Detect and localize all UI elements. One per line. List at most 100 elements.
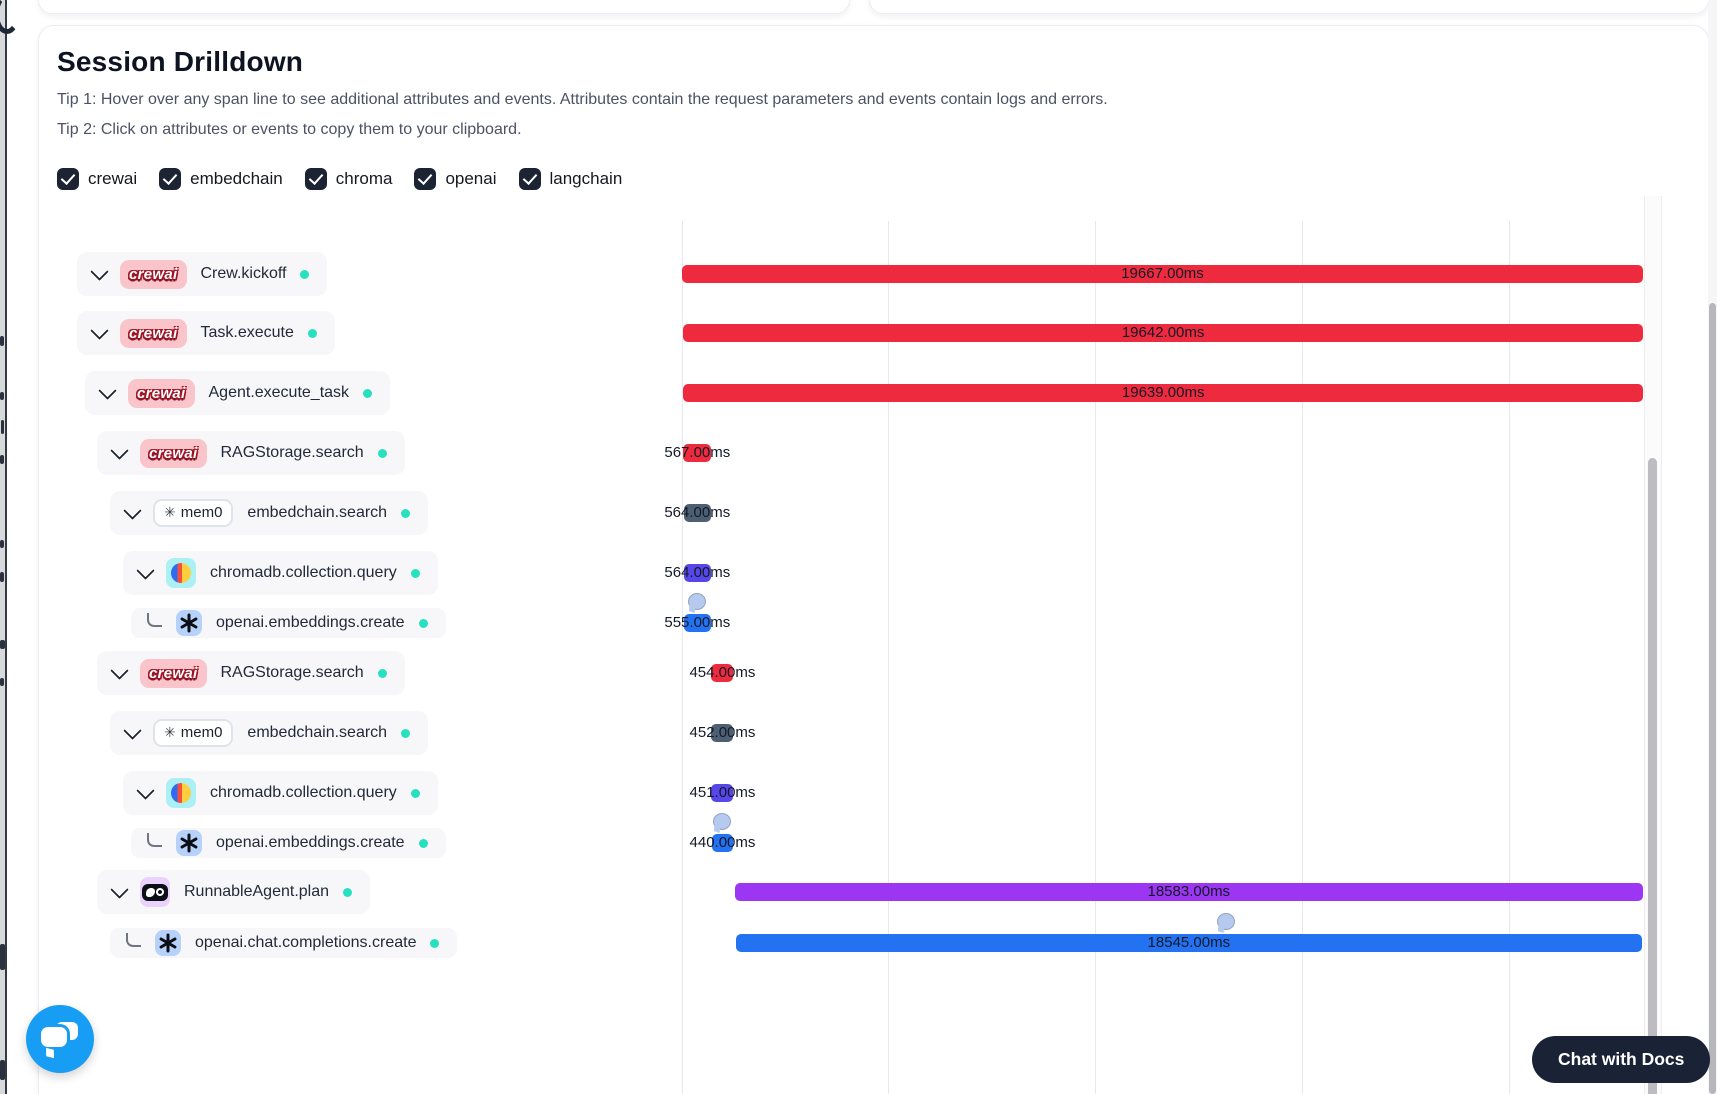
span-duration-bar[interactable] xyxy=(711,834,734,852)
timeline-gridline xyxy=(682,221,683,1094)
filter-openai[interactable]: openai xyxy=(414,168,497,190)
span-name-label: openai.chat.completions.create xyxy=(195,934,417,951)
status-dot xyxy=(377,668,387,678)
filter-label: langchain xyxy=(549,169,623,188)
langchain-parrot-icon xyxy=(142,883,168,901)
crewai-logo: crewai xyxy=(120,318,187,348)
background-fragment xyxy=(0,944,5,970)
filter-checkbox-crewai[interactable] xyxy=(57,168,79,190)
top-card-right xyxy=(869,0,1709,14)
filter-checkbox-embedchain[interactable] xyxy=(159,168,182,190)
span-duration-bar[interactable] xyxy=(683,504,712,522)
status-dot xyxy=(377,448,387,458)
span-duration-bar[interactable] xyxy=(683,564,712,582)
span-name-label: chromadb.collection.query xyxy=(210,564,397,581)
timeline-gridline xyxy=(888,221,889,1094)
background-fragment xyxy=(0,540,4,548)
chevron-down-icon[interactable] xyxy=(98,380,117,400)
filter-checkbox-langchain[interactable] xyxy=(518,168,541,190)
filter-crewai[interactable]: crewai xyxy=(57,168,137,190)
span-duration-bar[interactable] xyxy=(734,883,1643,901)
span-row-Task.execute[interactable]: crewai Task.execute xyxy=(77,311,335,355)
timeline-gridline xyxy=(1509,221,1510,1094)
chroma-circle-icon xyxy=(171,563,191,583)
span-name-label: Crew.kickoff xyxy=(200,265,287,282)
chevron-down-icon[interactable] xyxy=(136,560,155,580)
span-row-embedchain.search[interactable]: ✳ mem0 embedchain.search xyxy=(110,711,429,755)
crewai-logo: crewai xyxy=(128,378,195,408)
chevron-down-icon[interactable] xyxy=(110,660,129,680)
span-row-RunnableAgent.plan[interactable]: RunnableAgent.plan xyxy=(97,870,371,914)
chat-with-docs-button[interactable]: Chat with Docs xyxy=(1532,1036,1711,1083)
elbow-connector-icon xyxy=(147,833,162,847)
mem0-logo: ✳ mem0 xyxy=(153,498,234,528)
span-row-openai.embeddings.create[interactable]: openai.embeddings.create xyxy=(131,608,446,638)
chevron-down-icon[interactable] xyxy=(90,320,109,340)
span-row-Crew.kickoff[interactable]: crewai Crew.kickoff xyxy=(77,252,328,296)
status-dot xyxy=(363,388,373,398)
span-duration-bar[interactable] xyxy=(711,724,734,742)
speech-bubble-icon[interactable] xyxy=(688,593,707,610)
filter-embedchain[interactable]: embedchain xyxy=(159,168,283,190)
filter-checkbox-openai[interactable] xyxy=(414,168,437,190)
chevron-down-icon[interactable] xyxy=(136,780,155,800)
chevron-down-icon[interactable] xyxy=(123,500,142,520)
top-card-left xyxy=(38,0,850,14)
mem0-flower-icon: ✳ xyxy=(164,505,176,521)
span-row-openai.embeddings.create[interactable]: openai.embeddings.create xyxy=(131,828,446,858)
chevron-down-icon[interactable] xyxy=(110,879,129,899)
chroma-logo xyxy=(166,778,196,808)
span-name-label: Agent.execute_task xyxy=(208,384,350,401)
span-name-label: RunnableAgent.plan xyxy=(184,883,330,900)
span-row-RAGStorage.search[interactable]: crewai RAGStorage.search xyxy=(97,431,405,475)
mem0-logo: ✳ mem0 xyxy=(153,718,234,748)
span-row-embedchain.search[interactable]: ✳ mem0 embedchain.search xyxy=(110,491,429,535)
chevron-down-icon[interactable] xyxy=(110,440,129,460)
openai-logo xyxy=(155,930,181,956)
span-duration-bar[interactable] xyxy=(735,934,1642,952)
timeline-gridline xyxy=(1095,221,1096,1094)
chevron-down-icon[interactable] xyxy=(123,720,142,740)
span-duration-bar[interactable] xyxy=(683,444,712,462)
span-duration-bar[interactable] xyxy=(711,784,734,802)
span-row-chromadb.collection.query[interactable]: chromadb.collection.query xyxy=(123,771,438,815)
filter-checkbox-chroma[interactable] xyxy=(304,168,327,190)
speech-bubble-icon[interactable] xyxy=(1217,913,1236,930)
chroma-circle-icon xyxy=(171,783,191,803)
filter-label: openai xyxy=(445,169,497,188)
speech-bubble-icon[interactable] xyxy=(713,813,732,830)
background-fragment xyxy=(0,455,4,464)
chart-scrollbar-thumb[interactable] xyxy=(1647,458,1657,1094)
span-name-label: chromadb.collection.query xyxy=(210,784,397,801)
status-dot xyxy=(401,728,411,738)
span-duration-label: 19639.00ms xyxy=(1121,384,1205,401)
status-dot xyxy=(430,938,440,948)
filter-langchain[interactable]: langchain xyxy=(518,168,623,190)
status-dot xyxy=(418,618,428,628)
chart-scrollbar-track[interactable] xyxy=(1644,196,1662,1094)
span-duration-label: 454.00ms xyxy=(689,664,756,681)
tip-2-text: Tip 2: Click on attributes or events to … xyxy=(57,121,522,138)
filter-chroma[interactable]: chroma xyxy=(304,168,392,190)
crewai-logo: crewai xyxy=(140,658,207,688)
span-duration-label: 18583.00ms xyxy=(1147,883,1231,900)
span-duration-bar[interactable] xyxy=(711,664,734,682)
span-row-RAGStorage.search[interactable]: crewai RAGStorage.search xyxy=(97,651,405,695)
span-duration-bar[interactable] xyxy=(683,614,711,632)
background-fragment xyxy=(0,1060,5,1080)
span-duration-bar[interactable] xyxy=(682,265,1643,283)
page-scrollbar-track[interactable] xyxy=(1708,0,1717,1094)
span-duration-bar[interactable] xyxy=(683,324,1643,342)
span-row-chromadb.collection.query[interactable]: chromadb.collection.query xyxy=(123,551,438,595)
chevron-down-icon[interactable] xyxy=(90,261,109,281)
span-duration-bar[interactable] xyxy=(683,384,1643,402)
filter-label: embedchain xyxy=(190,169,283,188)
status-dot xyxy=(300,269,310,279)
vendor-filter-group: crewai embedchain chroma openai langchain xyxy=(57,168,622,190)
chroma-logo xyxy=(166,558,196,588)
chat-widget-launcher[interactable] xyxy=(26,1005,94,1073)
page-scrollbar-thumb[interactable] xyxy=(1709,303,1716,1094)
span-row-Agent.execute_task[interactable]: crewai Agent.execute_task xyxy=(85,371,391,415)
span-row-openai.chat.completions.create[interactable]: openai.chat.completions.create xyxy=(110,928,458,958)
elbow-connector-icon xyxy=(147,613,162,627)
